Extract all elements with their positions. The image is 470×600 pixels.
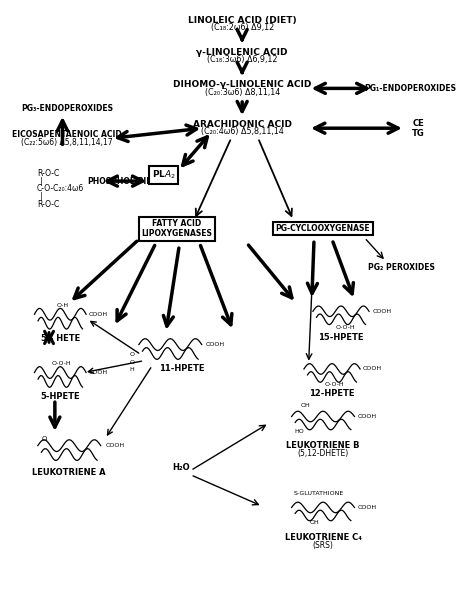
Text: PG₃-ENDOPEROXIDES: PG₃-ENDOPEROXIDES (21, 104, 113, 113)
Text: (5,12-DHETE): (5,12-DHETE) (298, 449, 349, 458)
Text: (C₂₀:4ω6) Δ5,8,11,14: (C₂₀:4ω6) Δ5,8,11,14 (201, 127, 283, 136)
Text: COOH: COOH (88, 370, 108, 375)
Text: γ-LINOLENIC ACID: γ-LINOLENIC ACID (196, 47, 288, 56)
Text: ARACHIDONIC ACID: ARACHIDONIC ACID (193, 119, 292, 128)
Text: S-GLUTATHIONE: S-GLUTATHIONE (293, 491, 344, 496)
Text: LEUKOTRIENE C₄: LEUKOTRIENE C₄ (284, 533, 361, 542)
Text: O: O (130, 359, 134, 365)
Text: 5 - HETE: 5 - HETE (40, 334, 80, 343)
Text: |: | (40, 192, 43, 201)
Text: COOH: COOH (88, 312, 108, 317)
Text: LEUKOTRIENE B: LEUKOTRIENE B (286, 441, 360, 450)
Text: (C₁₈:2ω6) Δ9,12: (C₁₈:2ω6) Δ9,12 (211, 23, 274, 32)
Text: CE
TG: CE TG (412, 119, 425, 138)
Text: COOH: COOH (358, 505, 377, 510)
Text: (C₂₂:5ω6) Δ5,8,11,14,17: (C₂₂:5ω6) Δ5,8,11,14,17 (21, 138, 113, 147)
Text: (C₁₈:3ω6) Δ6,9,12: (C₁₈:3ω6) Δ6,9,12 (207, 55, 277, 64)
Text: 5-HPETE: 5-HPETE (40, 392, 80, 401)
Text: 15-HPETE: 15-HPETE (318, 333, 364, 342)
Text: O-O-H: O-O-H (51, 361, 71, 367)
Text: COOH: COOH (205, 342, 225, 347)
Text: OH: OH (309, 520, 319, 524)
Text: 11-HPETE: 11-HPETE (159, 364, 204, 373)
Text: LEUKOTRIENE A: LEUKOTRIENE A (32, 468, 106, 477)
Text: 12-HPETE: 12-HPETE (309, 389, 355, 398)
Text: HO: HO (295, 428, 305, 434)
Text: O-H: O-H (56, 303, 69, 308)
Text: COOH: COOH (372, 309, 392, 314)
Text: H: H (130, 367, 134, 372)
Text: |: | (40, 176, 43, 185)
Text: OH: OH (300, 403, 310, 408)
Text: PG-CYCLOOXYGENASE: PG-CYCLOOXYGENASE (276, 224, 370, 233)
Text: LINOLEIC ACID (DIET): LINOLEIC ACID (DIET) (188, 16, 297, 25)
Text: O-O-H: O-O-H (324, 382, 344, 387)
Text: (C₂₀:3ω6) Δ8,11,14: (C₂₀:3ω6) Δ8,11,14 (204, 88, 280, 97)
Text: R-O-C: R-O-C (37, 169, 59, 178)
Text: COOH: COOH (362, 367, 382, 371)
Text: O: O (130, 352, 134, 358)
Text: R-O-C: R-O-C (37, 200, 59, 209)
Text: FATTY ACID
LIPOXYGENASES: FATTY ACID LIPOXYGENASES (141, 219, 212, 238)
Text: C-O-C₂₀:4ω6: C-O-C₂₀:4ω6 (37, 184, 84, 193)
Text: PHOSPHOLIPIDS: PHOSPHOLIPIDS (87, 176, 158, 185)
Text: DIHOMO-γ-LINOLENIC ACID: DIHOMO-γ-LINOLENIC ACID (173, 80, 311, 89)
Text: (SRS): (SRS) (313, 541, 333, 550)
Text: PL$A_2$: PL$A_2$ (152, 169, 175, 181)
Text: COOH: COOH (358, 414, 377, 419)
Text: COOH: COOH (105, 443, 124, 448)
Text: O-O-H: O-O-H (336, 325, 355, 329)
Text: EICOSAPENTAENOIC ACID: EICOSAPENTAENOIC ACID (12, 130, 122, 139)
Text: H₂O: H₂O (172, 463, 190, 472)
Text: O: O (42, 436, 47, 442)
Text: PG₂ PEROXIDES: PG₂ PEROXIDES (368, 263, 435, 272)
Text: PG₁-ENDOPEROXIDES: PG₁-ENDOPEROXIDES (365, 84, 457, 93)
